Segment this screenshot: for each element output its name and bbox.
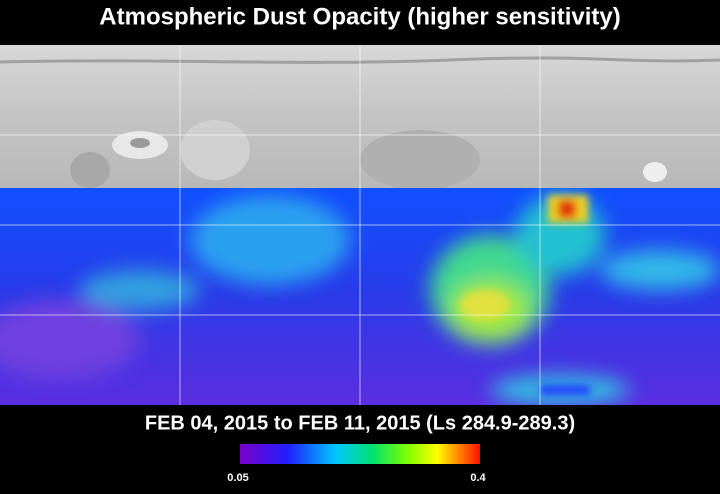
title: Atmospheric Dust Opacity (higher sensiti… [99,3,620,30]
terrain-feature [180,120,250,180]
dust-patch [540,385,590,395]
colorbar [240,444,480,464]
subtitle: FEB 04, 2015 to FEB 11, 2015 (Ls 284.9-2… [145,412,575,434]
dust-patch [600,250,720,290]
dust-patch [460,290,510,320]
colorbar-max-label: 0.4 [470,472,486,484]
dust-patch [80,270,200,310]
dust-patch [558,200,576,218]
colorbar-min-label: 0.05 [227,472,248,484]
dust-overlay [0,188,720,405]
terrain-feature [70,152,110,188]
dust-patch [0,300,140,380]
caldera [130,138,150,148]
ridge [0,56,720,64]
dust-patch [190,195,350,285]
graticule [0,45,720,405]
map [0,45,720,405]
volcano [643,162,667,182]
terrain-feature [360,130,480,190]
